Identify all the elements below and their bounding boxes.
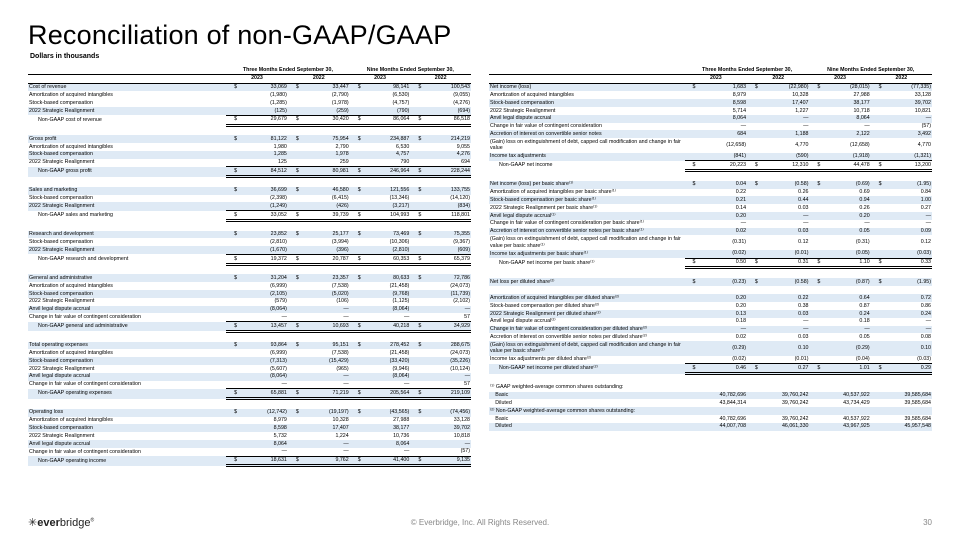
right-table: Three Months Ended September 30,Nine Mon… [489, 66, 932, 431]
left-table: Three Months Ended September 30,Nine Mon… [28, 66, 471, 467]
page-title: Reconciliation of non-GAAP/GAAP [28, 20, 932, 51]
subtitle: Dollars in thousands [30, 53, 932, 60]
copyright: © Everbridge, Inc. All Rights Reserved. [0, 518, 960, 527]
